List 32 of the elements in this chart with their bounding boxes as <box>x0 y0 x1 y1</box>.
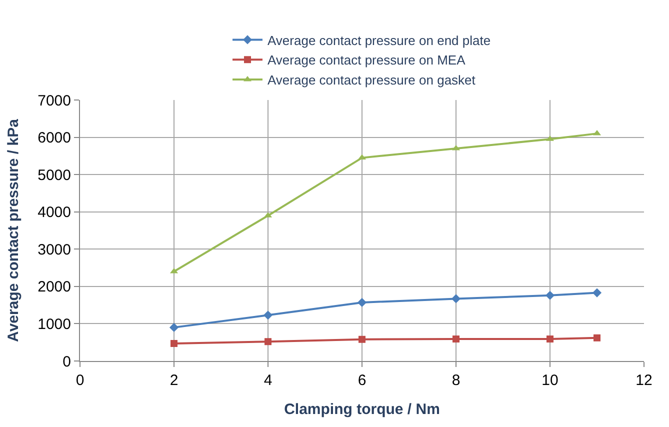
x-axis-title: Clamping torque / Nm <box>284 401 440 418</box>
legend-label: Average contact pressure on MEA <box>268 52 466 68</box>
y-tick-label: 1000 <box>38 316 71 333</box>
legend-label: Average contact pressure on gasket <box>268 72 476 88</box>
point <box>264 338 272 346</box>
point <box>545 290 555 300</box>
point <box>170 340 178 347</box>
point <box>546 336 554 342</box>
y-tick-label: 6000 <box>38 130 71 147</box>
x-tick-label: 0 <box>76 372 84 389</box>
point <box>451 294 461 304</box>
y-tick-label: 4000 <box>38 204 71 222</box>
y-tick-label: 5000 <box>38 166 71 184</box>
y-tick-label: 3000 <box>38 241 71 258</box>
y-tick-label: 2000 <box>38 278 71 296</box>
point <box>358 336 366 343</box>
x-tick-label: 2 <box>170 372 178 389</box>
point <box>592 288 602 298</box>
x-tick-label: 8 <box>452 372 460 389</box>
point <box>357 298 367 308</box>
x-tick-label: 12 <box>636 372 652 389</box>
y-tick-label: 7000 <box>38 92 71 110</box>
y-axis-title: Average contact pressure / kPa <box>4 118 22 342</box>
x-tick-label: 4 <box>264 372 272 389</box>
y-tick-label: 0 <box>62 353 71 370</box>
point <box>169 322 179 332</box>
x-tick-label: 6 <box>358 372 366 389</box>
point <box>452 336 460 342</box>
x-tick-label: 10 <box>542 372 558 389</box>
point <box>263 310 273 320</box>
point <box>594 334 600 342</box>
legend-label: Average contact pressure on end plate <box>268 32 491 48</box>
